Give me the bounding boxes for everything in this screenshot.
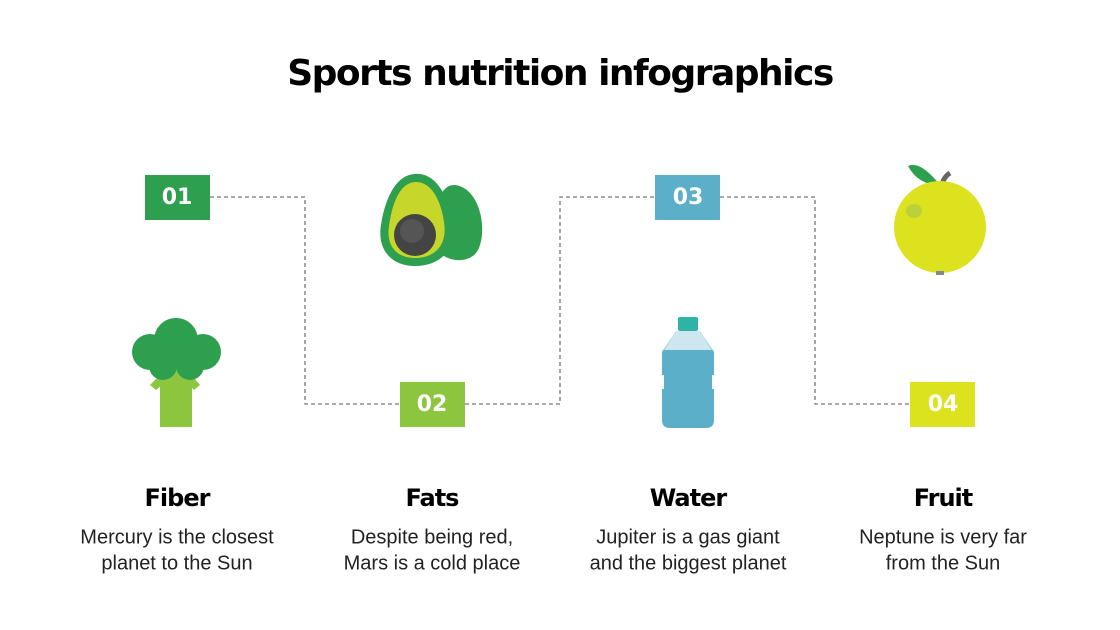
labels: 01 Fiber Mercury is the closest planet to t…	[80, 185, 1027, 574]
step-heading: Water	[650, 484, 728, 512]
connector	[720, 196, 910, 405]
step-description: planet to the Sun	[101, 552, 252, 574]
step-description: Mars is a cold place	[344, 552, 521, 574]
number-box	[655, 175, 720, 220]
step-number: 01	[162, 185, 193, 210]
broccoli-icon	[132, 318, 221, 427]
step-heading: Fiber	[145, 484, 211, 512]
connector	[210, 196, 400, 405]
avocado-icon	[380, 173, 483, 266]
step-heading: Fruit	[914, 484, 973, 512]
number-box	[910, 382, 975, 427]
step-description: Despite being red,	[351, 526, 513, 548]
connector	[465, 196, 655, 405]
title: Sports nutrition infographics	[287, 53, 833, 94]
step-number: 04	[928, 392, 959, 417]
step-number: 03	[673, 185, 704, 210]
bottle-icon	[660, 317, 716, 428]
step-number: 02	[417, 392, 448, 417]
step-description: Mercury is the closest	[80, 526, 274, 548]
number-box	[400, 382, 465, 427]
step-description: Neptune is very far	[859, 526, 1027, 548]
step-description: from the Sun	[886, 552, 1001, 574]
step-description: and the biggest planet	[590, 552, 787, 574]
apple-icon	[894, 164, 986, 275]
step-heading: Fats	[406, 484, 460, 512]
number-box	[145, 175, 210, 220]
step-description: Jupiter is a gas giant	[596, 526, 780, 548]
